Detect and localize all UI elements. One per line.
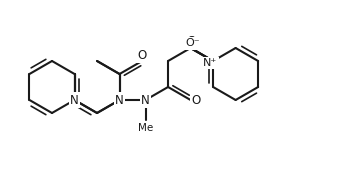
- Text: O: O: [137, 49, 147, 62]
- Text: N: N: [70, 93, 79, 107]
- Text: N: N: [115, 93, 124, 107]
- Text: O: O: [191, 93, 200, 107]
- Text: O⁻: O⁻: [185, 38, 200, 48]
- Text: N: N: [141, 93, 150, 107]
- Text: S: S: [187, 35, 194, 47]
- Text: Me: Me: [138, 122, 153, 132]
- Text: N⁺: N⁺: [203, 58, 217, 68]
